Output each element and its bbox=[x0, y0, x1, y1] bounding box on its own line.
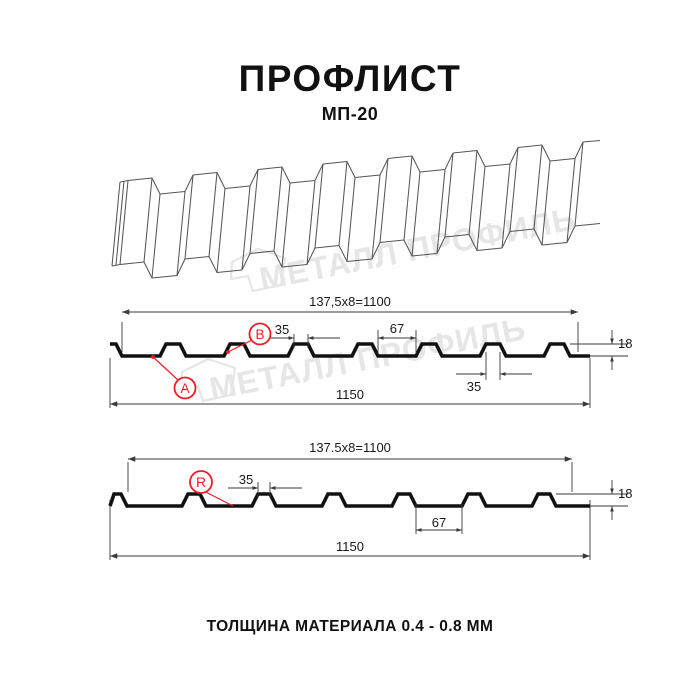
dim-height-18-top bbox=[570, 330, 628, 370]
page-title: ПРОФЛИСТ bbox=[238, 58, 462, 99]
isometric-profile-view bbox=[111, 139, 601, 279]
dim-label-valley-67-bottom: 67 bbox=[432, 515, 446, 530]
dim-label-crest-35-top: 35 bbox=[275, 322, 289, 337]
dim-height-18-bottom bbox=[556, 480, 628, 520]
dim-label-1100-bottom: 137.5x8=1100 bbox=[309, 440, 391, 455]
marker-b-circle bbox=[248, 322, 272, 346]
dim-valley-67-top bbox=[377, 330, 417, 354]
marker-r-circle bbox=[189, 470, 213, 494]
cross-section-top: 137,5x8=1100 1150 35 67 bbox=[109, 294, 632, 408]
marker-b-label: B bbox=[255, 327, 264, 342]
dim-label-valley-67-top: 67 bbox=[390, 321, 404, 336]
dim-overall-1100-top bbox=[121, 309, 579, 352]
model-designation: МП-20 bbox=[321, 104, 379, 124]
profile-outline-bottom bbox=[108, 492, 590, 508]
dim-label-1150-top: 1150 bbox=[336, 387, 364, 402]
profile-outline-top bbox=[110, 342, 590, 358]
marker-r-label: R bbox=[196, 474, 206, 490]
marker-r: R bbox=[189, 470, 234, 507]
dim-valley-67-bottom bbox=[415, 504, 463, 534]
dim-label-height-18-bottom: 18 bbox=[618, 486, 632, 501]
watermark-text: МЕТАЛЛ ПРОФИЛЬ bbox=[256, 200, 578, 297]
dim-label-crest-35-lower-top: 35 bbox=[467, 379, 481, 394]
dim-crest-35-bottom bbox=[228, 482, 302, 498]
sheet-edge-thickness bbox=[111, 179, 129, 267]
dim-overall-1150-bottom bbox=[109, 500, 591, 560]
dim-label-1150-bottom: 1150 bbox=[336, 539, 364, 554]
dim-overall-1150-top bbox=[109, 358, 591, 408]
marker-b: B bbox=[226, 322, 272, 354]
dim-label-crest-35-bottom: 35 bbox=[239, 472, 253, 487]
material-thickness-note: ТОЛЩИНА МАТЕРИАЛА 0.4 - 0.8 ММ bbox=[206, 618, 494, 635]
watermark-logo-icon bbox=[229, 247, 287, 293]
corrugation-set bbox=[119, 139, 601, 279]
marker-a-circle bbox=[173, 376, 197, 400]
dim-crest-35-top bbox=[262, 334, 340, 348]
dim-crest-35-lower-top bbox=[456, 352, 532, 380]
marker-a: A bbox=[151, 355, 197, 400]
dim-label-height-18-top: 18 bbox=[618, 336, 632, 351]
dim-overall-1100-bottom bbox=[127, 456, 573, 492]
dim-label-1100-top: 137,5x8=1100 bbox=[309, 294, 391, 309]
cross-section-bottom: 137.5x8=1100 1150 35 67 bbox=[108, 440, 632, 560]
marker-a-label: A bbox=[180, 381, 189, 396]
watermark-upper: МЕТАЛЛ ПРОФИЛЬ bbox=[229, 200, 579, 297]
